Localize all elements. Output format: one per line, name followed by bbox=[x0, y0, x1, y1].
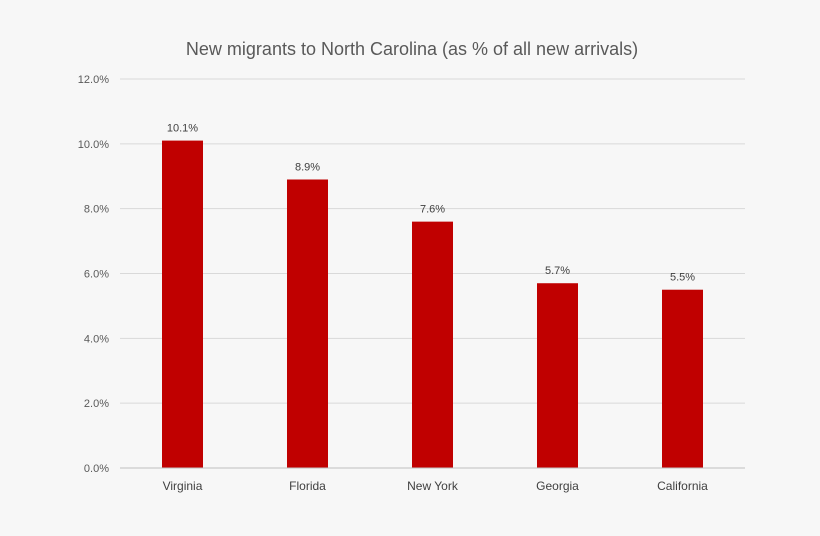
data-label: 5.7% bbox=[545, 265, 570, 277]
category-label: Virginia bbox=[163, 479, 203, 493]
bar-new-york bbox=[412, 221, 453, 468]
bars bbox=[162, 140, 703, 468]
data-labels: 10.1% 8.9% 7.6% 5.7% 5.5% bbox=[167, 123, 695, 284]
category-label: New York bbox=[407, 479, 459, 493]
y-tick-label: 10.0% bbox=[78, 139, 109, 151]
y-axis-tick-labels: 0.0% 2.0% 4.0% 6.0% 8.0% 10.0% 12.0% bbox=[78, 74, 109, 475]
y-tick-label: 4.0% bbox=[84, 333, 109, 345]
y-tick-label: 0.0% bbox=[84, 463, 109, 475]
y-tick-label: 2.0% bbox=[84, 398, 109, 410]
category-label: California bbox=[657, 479, 708, 493]
bar-florida bbox=[287, 179, 328, 468]
data-label: 7.6% bbox=[420, 204, 445, 216]
chart-title: New migrants to North Carolina (as % of … bbox=[186, 39, 638, 59]
data-label: 5.5% bbox=[670, 272, 695, 284]
y-tick-label: 6.0% bbox=[84, 269, 109, 281]
y-tick-label: 8.0% bbox=[84, 204, 109, 216]
bar-virginia bbox=[162, 140, 203, 468]
x-axis-category-labels: Virginia Florida New York Georgia California bbox=[163, 479, 709, 493]
category-label: Georgia bbox=[536, 479, 579, 493]
data-label: 8.9% bbox=[295, 161, 320, 173]
bar-georgia bbox=[537, 283, 578, 468]
data-label: 10.1% bbox=[167, 123, 198, 135]
bar-california bbox=[662, 289, 703, 468]
category-label: Florida bbox=[289, 479, 326, 493]
y-tick-label: 12.0% bbox=[78, 74, 109, 86]
